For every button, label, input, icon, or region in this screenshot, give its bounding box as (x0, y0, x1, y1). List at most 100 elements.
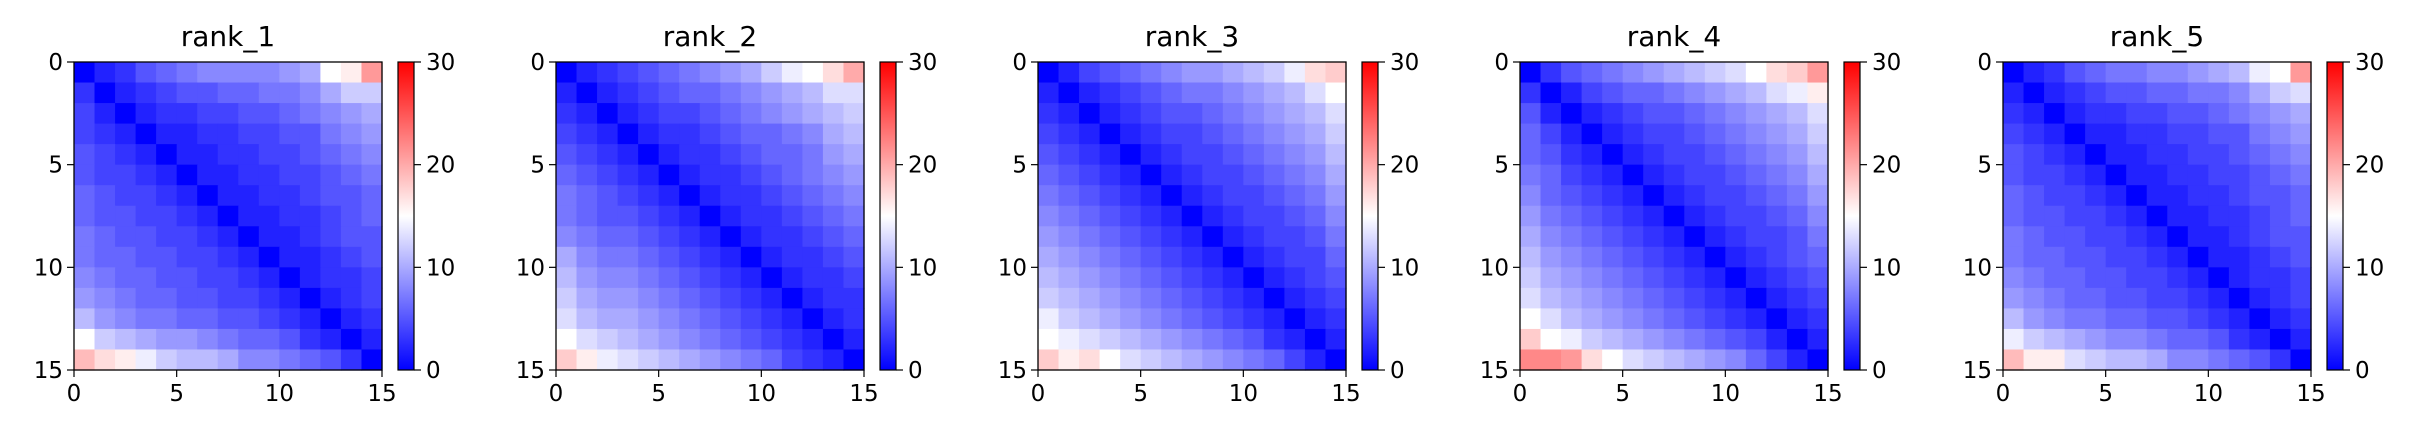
heatmap-cell-r1-c6 (1161, 83, 1182, 104)
heatmap-cell-r13-c2 (1561, 329, 1582, 350)
heatmap-cell-r2-c6 (1643, 103, 1664, 124)
heatmap-cell-r2-c0 (1520, 103, 1541, 124)
heatmap-cell-r14-c6 (197, 349, 218, 370)
heatmap-cell-r3-c11 (300, 124, 321, 145)
heatmap-cell-r13-c0 (1038, 329, 1059, 350)
heatmap-cell-r12-c10 (1243, 308, 1264, 329)
heatmap-cell-r3-c12 (802, 124, 823, 145)
colorbar (398, 62, 414, 370)
heatmap-cell-r2-c8 (720, 103, 741, 124)
heatmap-cell-r9-c0 (2003, 247, 2024, 268)
heatmap-cell-r9-c9 (741, 247, 762, 268)
heatmap-cell-r2-c3 (2065, 103, 2086, 124)
heatmap-cell-r5-c4 (638, 165, 659, 186)
heatmap-cell-r11-c1 (577, 288, 598, 309)
heatmap-cell-r2-c11 (782, 103, 803, 124)
heatmap-cell-r3-c13 (1305, 124, 1326, 145)
heatmap-cell-r4-c10 (1243, 144, 1264, 165)
heatmap-cell-r9-c1 (577, 247, 598, 268)
heatmap-cell-r1-c10 (279, 83, 300, 104)
heatmap-cell-r6-c14 (361, 185, 382, 206)
heatmap-cell-r6-c0 (556, 185, 577, 206)
heatmap-cell-r14-c5 (177, 349, 198, 370)
heatmap-cell-r1-c6 (679, 83, 700, 104)
heatmap-cell-r0-c13 (341, 62, 362, 83)
heatmap-cell-r4-c3 (1100, 144, 1121, 165)
heatmap-cell-r8-c13 (1305, 226, 1326, 247)
heatmap-cell-r8-c1 (1059, 226, 1080, 247)
heatmap-cell-r3-c1 (1059, 124, 1080, 145)
heatmap-cell-r5-c10 (1725, 165, 1746, 186)
heatmap-cell-r11-c6 (197, 288, 218, 309)
heatmap-cell-r7-c6 (1161, 206, 1182, 227)
heatmap-cell-r13-c13 (1787, 329, 1808, 350)
y-tick-label: 0 (1012, 50, 1027, 76)
heatmap-cell-r12-c6 (679, 308, 700, 329)
heatmap-cell-r6-c5 (1141, 185, 1162, 206)
heatmap-cell-r12-c14 (361, 308, 382, 329)
heatmap-cell-r13-c1 (577, 329, 598, 350)
heatmap-cell-r14-c1 (1059, 349, 1080, 370)
heatmap-cell-r9-c1 (2024, 247, 2045, 268)
heatmap-cell-r5-c9 (1223, 165, 1244, 186)
heatmap-cell-r5-c11 (782, 165, 803, 186)
heatmap-cell-r1-c1 (577, 83, 598, 104)
x-tick-label: 0 (1031, 381, 1046, 407)
heatmap-cell-r0-c8 (1684, 62, 1705, 83)
heatmap-cell-r0-c2 (2044, 62, 2065, 83)
heatmap-cell-r3-c7 (1182, 124, 1203, 145)
heatmap-cell-r1-c3 (1100, 83, 1121, 104)
heatmap-cell-r5-c10 (1243, 165, 1264, 186)
heatmap-cell-r2-c12 (320, 103, 341, 124)
heatmap-cell-r5-c3 (618, 165, 639, 186)
heatmap-cell-r7-c5 (2106, 206, 2127, 227)
heatmap-cell-r10-c1 (577, 267, 598, 288)
heatmap-cell-r3-c12 (1766, 124, 1787, 145)
heatmap-cell-r5-c13 (2270, 165, 2291, 186)
heatmap-cell-r13-c5 (2106, 329, 2127, 350)
heatmap-cell-r6-c14 (1807, 185, 1828, 206)
heatmap-cell-r8-c1 (1541, 226, 1562, 247)
heatmap-cell-r6-c7 (1664, 185, 1685, 206)
heatmap-cell-r0-c5 (177, 62, 198, 83)
heatmap-cell-r0-c0 (74, 62, 95, 83)
heatmap-cell-r13-c1 (2024, 329, 2045, 350)
heatmap-cell-r11-c8 (720, 288, 741, 309)
heatmap-cell-r4-c3 (136, 144, 157, 165)
heatmap-cell-r4-c10 (1725, 144, 1746, 165)
colorbar-tick-label: 30 (426, 50, 455, 76)
heatmap-cell-r13-c11 (300, 329, 321, 350)
heatmap-cell-r6-c0 (74, 185, 95, 206)
heatmap-cell-r2-c1 (577, 103, 598, 124)
heatmap-cell-r3-c0 (74, 124, 95, 145)
heatmap-cell-r4-c7 (218, 144, 239, 165)
heatmap-cell-r12-c10 (1725, 308, 1746, 329)
heatmap-cell-r2-c12 (1766, 103, 1787, 124)
y-tick-label: 5 (530, 153, 545, 179)
heatmap-cell-r3-c3 (1582, 124, 1603, 145)
heatmap-cell-r10-c4 (1602, 267, 1623, 288)
heatmap-cell-r5-c14 (361, 165, 382, 186)
heatmap-cell-r14-c5 (2106, 349, 2127, 370)
colorbar-tick-label: 10 (426, 255, 455, 281)
heatmap-cell-r7-c11 (2229, 206, 2250, 227)
heatmap-cell-r7-c5 (177, 206, 198, 227)
heatmap-cell-r6-c14 (2290, 185, 2311, 206)
heatmap-cell-r13-c8 (238, 329, 259, 350)
heatmap-cell-r10-c10 (2208, 267, 2229, 288)
heatmap-cell-r8-c7 (1182, 226, 1203, 247)
heatmap-cell-r3-c1 (95, 124, 116, 145)
heatmap-cell-r12-c6 (2126, 308, 2147, 329)
heatmap-cell-r4-c13 (2270, 144, 2291, 165)
heatmap-cell-r13-c9 (259, 329, 280, 350)
heatmap-cell-r5-c4 (1120, 165, 1141, 186)
heatmap-cell-r9-c13 (823, 247, 844, 268)
heatmap-cell-r10-c5 (2106, 267, 2127, 288)
colorbar-tick-label: 0 (908, 358, 923, 384)
heatmap-cell-r4-c14 (361, 144, 382, 165)
x-tick-label: 5 (1133, 381, 1148, 407)
heatmap-cell-r9-c0 (74, 247, 95, 268)
heatmap-cell-r8-c8 (238, 226, 259, 247)
heatmap-cell-r4-c11 (1746, 144, 1767, 165)
heatmap-cell-r10-c0 (1038, 267, 1059, 288)
